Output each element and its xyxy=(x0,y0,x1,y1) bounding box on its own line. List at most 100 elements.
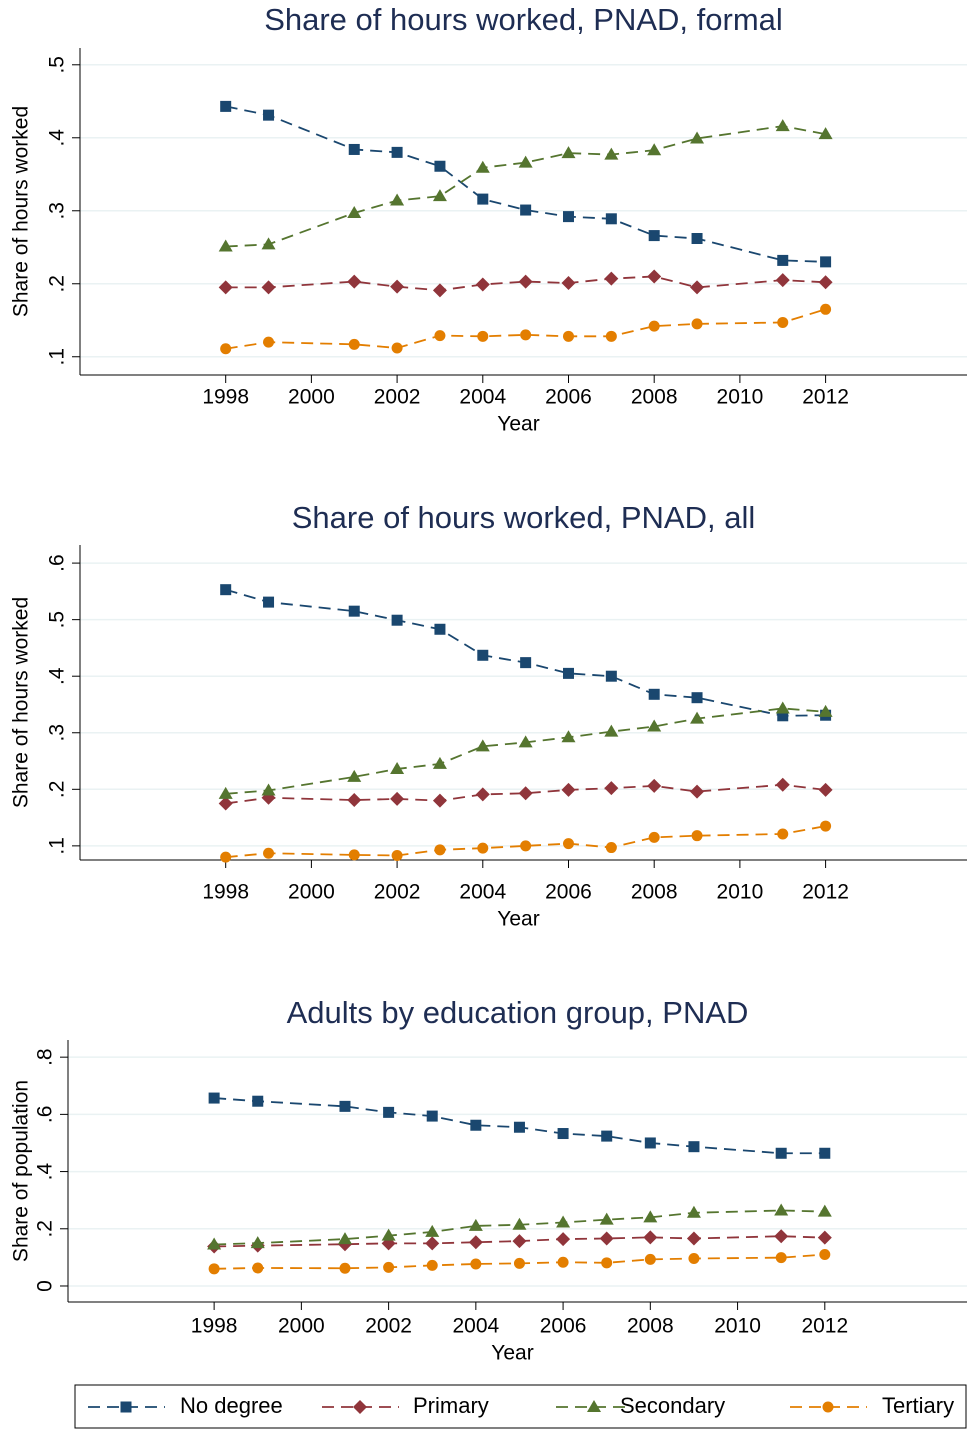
series xyxy=(218,269,833,298)
y-axis-title: Share of population xyxy=(10,1080,33,1262)
marker xyxy=(518,155,533,168)
marker xyxy=(208,1092,220,1104)
marker xyxy=(434,623,446,635)
marker xyxy=(381,1228,396,1241)
marker xyxy=(691,692,703,704)
series xyxy=(218,701,833,799)
marker xyxy=(688,1253,700,1265)
y-tick-label: .1 xyxy=(46,837,69,855)
marker xyxy=(562,667,574,679)
legend-label: Primary xyxy=(413,1393,489,1418)
marker xyxy=(348,605,360,617)
x-tick-label: 2002 xyxy=(365,1315,412,1338)
marker xyxy=(434,330,446,342)
y-tick-label: .5 xyxy=(46,611,69,629)
x-tick-label: 2012 xyxy=(802,386,849,409)
series-line xyxy=(225,588,826,717)
marker xyxy=(688,1141,700,1153)
marker xyxy=(604,724,619,737)
x-tick-label: 2000 xyxy=(278,1315,325,1338)
marker xyxy=(818,127,833,140)
marker xyxy=(562,211,574,223)
marker xyxy=(425,1224,440,1237)
legend-label: Tertiary xyxy=(882,1393,954,1418)
marker xyxy=(561,276,576,291)
series xyxy=(208,1249,831,1275)
marker xyxy=(426,1110,438,1122)
marker xyxy=(390,761,405,774)
marker xyxy=(520,840,532,852)
y-tick-label: .3 xyxy=(46,202,69,220)
marker xyxy=(647,778,662,793)
marker xyxy=(599,1231,614,1246)
marker xyxy=(434,844,446,856)
marker xyxy=(819,1249,831,1261)
marker xyxy=(561,146,576,159)
marker xyxy=(347,793,362,808)
marker xyxy=(605,670,617,682)
legend-label: Secondary xyxy=(620,1393,725,1418)
marker xyxy=(426,1259,438,1271)
marker xyxy=(512,1234,527,1249)
marker xyxy=(261,237,276,250)
y-tick-label: .8 xyxy=(34,1048,57,1066)
x-tick-label: 2004 xyxy=(459,881,506,904)
marker xyxy=(252,1095,264,1107)
marker xyxy=(601,1130,613,1142)
y-tick-label: .5 xyxy=(46,56,69,74)
marker xyxy=(383,1106,395,1118)
marker xyxy=(518,274,533,289)
marker xyxy=(390,279,405,294)
y-tick-label: 0 xyxy=(34,1280,57,1292)
series-line xyxy=(225,125,826,248)
x-tick-label: 1998 xyxy=(202,881,249,904)
marker xyxy=(468,1235,483,1250)
marker xyxy=(477,330,489,342)
marker xyxy=(477,193,489,205)
marker xyxy=(432,793,447,808)
x-tick-label: 2002 xyxy=(374,881,421,904)
marker xyxy=(561,730,576,743)
series-line xyxy=(225,707,826,795)
marker xyxy=(604,781,619,796)
x-tick-label: 2004 xyxy=(459,386,506,409)
marker xyxy=(605,213,617,225)
marker xyxy=(599,1212,614,1225)
marker xyxy=(513,1121,525,1133)
marker xyxy=(391,146,403,158)
series xyxy=(208,1092,831,1159)
marker xyxy=(818,275,833,290)
marker xyxy=(644,1137,656,1149)
marker xyxy=(348,849,360,861)
marker xyxy=(470,1119,482,1131)
marker xyxy=(775,701,790,714)
marker xyxy=(263,847,275,859)
x-tick-label: 2006 xyxy=(545,386,592,409)
marker xyxy=(391,849,403,861)
marker xyxy=(475,277,490,292)
y-tick-label: .2 xyxy=(46,275,69,293)
marker xyxy=(605,842,617,854)
marker xyxy=(520,204,532,216)
y-axis-title: Share of hours worked xyxy=(10,597,33,808)
marker xyxy=(513,1257,525,1269)
marker xyxy=(644,1253,656,1265)
marker xyxy=(775,1147,787,1159)
marker xyxy=(647,269,662,284)
marker xyxy=(353,1400,367,1414)
marker xyxy=(777,710,789,722)
marker xyxy=(468,1218,483,1231)
marker xyxy=(518,786,533,801)
marker xyxy=(647,719,662,732)
marker xyxy=(690,711,705,724)
marker xyxy=(777,254,789,266)
x-tick-label: 1998 xyxy=(202,386,249,409)
marker xyxy=(220,100,232,112)
marker xyxy=(643,1210,658,1223)
marker xyxy=(820,303,832,315)
x-tick-label: 2008 xyxy=(627,1315,674,1338)
marker xyxy=(648,230,660,242)
marker xyxy=(218,786,233,799)
marker xyxy=(820,256,832,268)
y-tick-label: .1 xyxy=(46,348,69,366)
